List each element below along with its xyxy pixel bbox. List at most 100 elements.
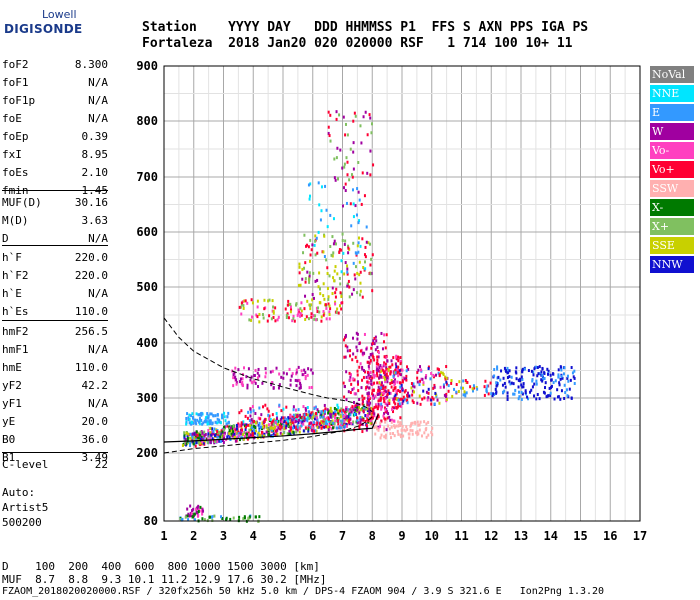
echo-point	[466, 380, 469, 384]
echo-point	[328, 274, 331, 278]
echo-point	[495, 390, 498, 394]
echo-point	[557, 368, 560, 372]
echo-point	[410, 422, 413, 426]
echo-point	[372, 388, 375, 392]
echo-point	[503, 389, 506, 393]
echo-point	[462, 386, 465, 390]
echo-point	[286, 432, 289, 436]
echo-point	[230, 434, 233, 438]
param-value: N/A	[88, 112, 108, 125]
param-foep: foEp 0.39	[2, 130, 108, 146]
param-key: foF2	[2, 58, 29, 71]
echo-point	[204, 419, 207, 423]
echo-point	[304, 294, 307, 298]
echo-point	[192, 421, 195, 425]
echo-point	[397, 432, 400, 436]
echo-point	[289, 310, 292, 314]
echo-point	[485, 390, 488, 394]
echo-point	[203, 430, 206, 434]
echo-point	[364, 110, 367, 114]
echo-point	[330, 415, 333, 419]
echo-point	[505, 369, 508, 373]
echo-point	[356, 373, 359, 377]
echo-point	[186, 436, 189, 440]
echo-point	[267, 430, 270, 434]
echo-point	[256, 305, 259, 309]
echo-point	[334, 300, 337, 304]
echo-point	[350, 224, 353, 228]
echo-point	[339, 282, 342, 286]
echo-point	[373, 342, 376, 346]
x-tick-label: 17	[633, 529, 647, 543]
echo-point	[337, 409, 340, 413]
echo-point	[188, 421, 191, 425]
echo-point	[248, 318, 251, 322]
echo-point	[314, 314, 317, 318]
echo-point	[403, 377, 406, 381]
param-value: N/A	[88, 287, 108, 300]
echo-point	[327, 302, 330, 306]
echo-point	[242, 420, 245, 424]
echo-point	[279, 418, 282, 422]
echo-point	[367, 373, 370, 377]
echo-point	[324, 421, 327, 425]
echo-point	[399, 385, 402, 389]
echo-point	[363, 396, 366, 400]
echo-point	[196, 432, 199, 436]
echo-point	[207, 422, 210, 426]
echo-point	[396, 397, 399, 401]
echo-point	[371, 416, 374, 420]
echo-point	[235, 432, 238, 436]
echo-point	[387, 368, 390, 372]
echo-point	[365, 225, 368, 229]
echo-point	[249, 428, 252, 432]
echo-point	[322, 250, 325, 254]
legend-item-nnw: NNW	[650, 256, 694, 273]
echo-point	[355, 345, 358, 349]
echo-point	[293, 419, 296, 423]
echo-point	[302, 422, 305, 426]
echo-point	[191, 515, 194, 519]
echo-point	[512, 382, 515, 386]
echo-point	[238, 515, 241, 519]
echo-point	[323, 255, 326, 259]
echo-point	[298, 386, 301, 390]
echo-point	[398, 390, 401, 394]
echo-point	[346, 419, 349, 423]
echo-point	[515, 366, 518, 370]
echo-point	[279, 431, 282, 435]
echo-point	[350, 173, 353, 177]
echo-point	[333, 239, 336, 243]
echo-point	[398, 369, 401, 373]
echo-point	[251, 405, 254, 409]
echo-point	[297, 408, 300, 412]
echo-point	[549, 373, 552, 377]
trace-fit-dashed	[163, 317, 373, 413]
echo-point	[355, 331, 358, 335]
echo-point	[359, 124, 362, 128]
echo-point	[268, 433, 271, 437]
echo-point	[206, 416, 209, 420]
echo-point	[292, 408, 295, 412]
echo-point	[299, 312, 302, 316]
echo-point	[221, 430, 224, 434]
echo-point	[381, 347, 384, 351]
echo-point	[531, 385, 534, 389]
echo-point	[250, 298, 253, 302]
echo-point	[289, 419, 292, 423]
echo-point	[204, 416, 207, 420]
echo-point	[371, 392, 374, 396]
echo-point	[214, 420, 217, 424]
echo-point	[364, 245, 367, 249]
echo-point	[359, 417, 362, 421]
echo-point	[327, 131, 330, 135]
echo-point	[354, 404, 357, 408]
echo-point	[281, 420, 284, 424]
echo-point	[366, 409, 369, 413]
x-tick-label: 4	[250, 529, 257, 543]
echo-point	[287, 416, 290, 420]
echo-point	[508, 369, 511, 373]
echo-point	[285, 405, 288, 409]
echo-point	[437, 371, 440, 375]
echo-point	[201, 512, 204, 516]
